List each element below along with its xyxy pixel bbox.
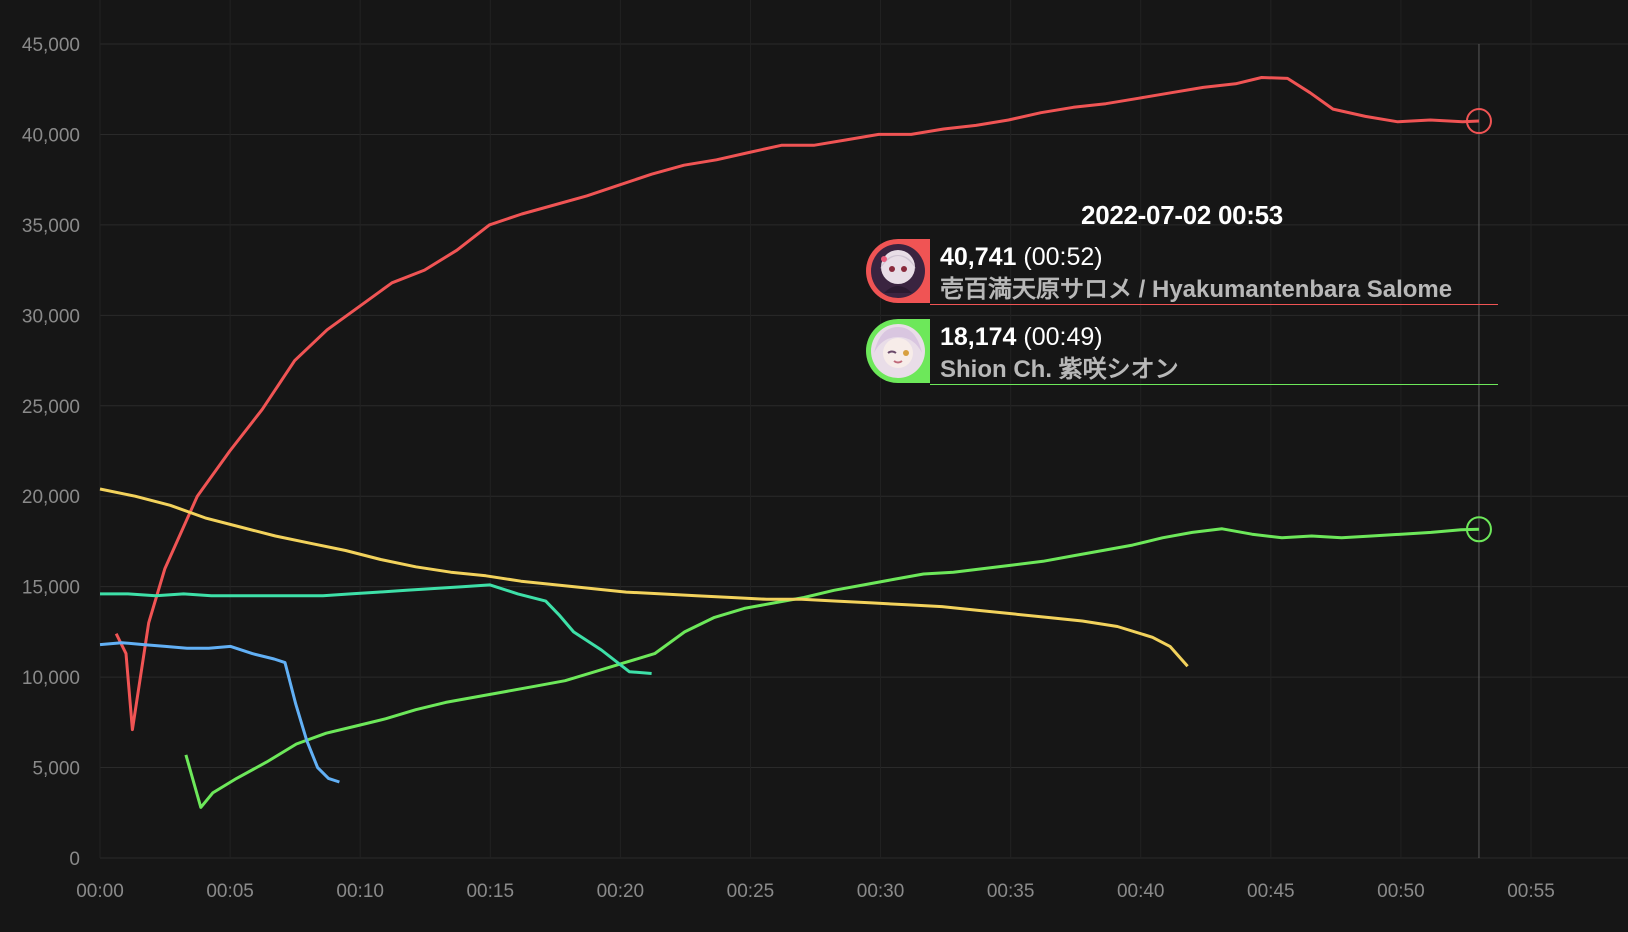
avatar: [866, 319, 930, 383]
avatar: [866, 239, 930, 303]
series-line-2: [99, 487, 1189, 668]
tooltip-channel-name: Shion Ch. 紫咲シオン: [940, 356, 1179, 383]
y-tick-label: 15,000: [22, 578, 80, 599]
y-tick-label: 20,000: [22, 487, 80, 508]
series-line-1: [184, 527, 1480, 809]
x-tick-label: 00:45: [1247, 881, 1295, 902]
x-axis-ticks: 00:00 00:05 00:10 00:15 00:20 00:25 00:30 00:35…: [76, 881, 1555, 902]
y-tick-label: 30,000: [22, 306, 80, 327]
series-line-3: [100, 583, 652, 675]
tooltip-time: (00:52): [1023, 243, 1103, 271]
tooltip-rule: [930, 384, 1498, 385]
avatar-shion-icon: [866, 319, 930, 383]
avatar-salome-icon: [866, 239, 930, 303]
series-line-0: [114, 76, 1480, 732]
y-tick-label: 35,000: [22, 216, 80, 237]
y-tick-label: 45,000: [22, 35, 80, 56]
x-tick-label: 00:05: [206, 881, 254, 902]
hover-markers: [1465, 108, 1492, 543]
y-tick-label: 40,000: [22, 125, 80, 146]
tooltip-value: 18,174: [940, 323, 1017, 351]
tooltip-title: 2022-07-02 00:53: [1081, 200, 1283, 230]
x-tick-label: 00:20: [597, 881, 645, 902]
x-tick-label: 00:35: [987, 881, 1035, 902]
y-tick-label: 5,000: [32, 759, 80, 780]
hover-marker-0: [1465, 108, 1492, 135]
tooltip-value: 40,741: [940, 243, 1017, 271]
tooltip-entry-salome: 40,741 (00:52) 壱百満天原サロメ / Hyakumantenbar…: [866, 239, 1498, 311]
tooltip-channel-name: 壱百満天原サロメ / Hyakumantenbara Salome: [940, 276, 1453, 303]
y-tick-label: 10,000: [22, 668, 80, 689]
x-tick-label: 00:15: [466, 881, 514, 902]
x-tick-label: 00:55: [1507, 881, 1555, 902]
tooltip-entry-shion: 18,174 (00:49) Shion Ch. 紫咲シオン: [866, 319, 1498, 391]
x-tick-label: 00:40: [1117, 881, 1165, 902]
y-axis-ticks: 0 5,000 10,000 15,000 20,000 25,000 30,000 35,0…: [22, 35, 80, 870]
x-tick-label: 00:50: [1377, 881, 1425, 902]
series-lines: [99, 76, 1480, 809]
x-tick-label: 00:00: [76, 881, 124, 902]
chart-tooltip: 2022-07-02 00:53 40,741 (00:52) 壱百満天原サロメ…: [866, 200, 1498, 391]
tooltip-time: (00:49): [1023, 323, 1103, 351]
hover-marker-1: [1465, 516, 1492, 543]
series-line-4: [99, 641, 340, 784]
y-tick-label: 0: [69, 849, 80, 870]
y-tick-label: 25,000: [22, 397, 80, 418]
grid-lines: [99, 0, 1628, 859]
x-tick-label: 00:30: [857, 881, 905, 902]
tooltip-rule: [930, 304, 1498, 305]
x-tick-label: 00:25: [727, 881, 775, 902]
x-tick-label: 00:10: [336, 881, 384, 902]
